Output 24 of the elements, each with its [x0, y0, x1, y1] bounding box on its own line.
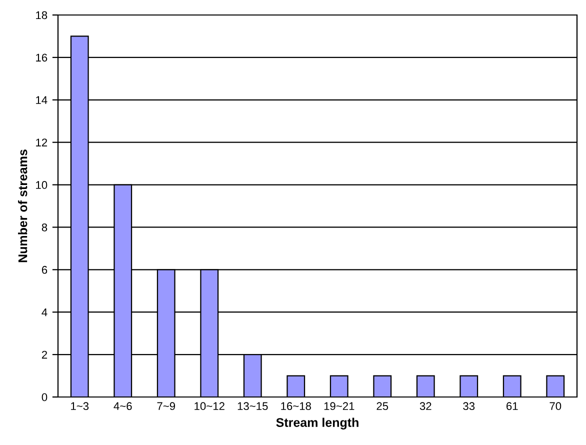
- y-tick-label: 18: [36, 11, 48, 20]
- y-tick-label: 16: [36, 54, 48, 62]
- x-tick-label: 19~21: [324, 402, 354, 410]
- y-tick-label: 12: [36, 138, 48, 146]
- x-tick-label: 1~3: [71, 402, 89, 410]
- x-tick-label: 7~9: [157, 402, 176, 410]
- y-tick-label: 2: [42, 350, 48, 359]
- x-tick-label: 32: [420, 402, 432, 410]
- x-tick-label: 10~12: [194, 402, 224, 410]
- x-tick-label: 61: [506, 402, 518, 410]
- y-tick-label: 8: [42, 223, 48, 232]
- x-tick-label: 25: [376, 402, 388, 410]
- x-tick-label: 4~6: [114, 402, 132, 410]
- x-axis-title: Stream length: [276, 418, 358, 430]
- y-tick-label: 10: [36, 181, 48, 189]
- y-tick-label: 6: [42, 266, 48, 274]
- x-tick-label: 33: [463, 402, 475, 410]
- y-axis-title: Number of streams: [18, 150, 28, 262]
- x-tick-label: 16~18: [281, 402, 311, 410]
- x-tick-label: 70: [550, 402, 562, 410]
- y-tick-label: 14: [36, 96, 48, 104]
- y-tick-label: 0: [42, 393, 48, 402]
- y-tick-label: 4: [42, 308, 48, 316]
- x-tick-label: 13~15: [238, 402, 268, 410]
